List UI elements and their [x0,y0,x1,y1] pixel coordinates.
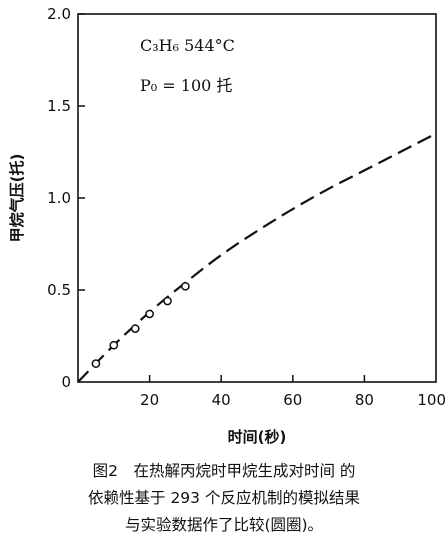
figure-caption: 图2 在热解丙烷时甲烷生成对时间 的 依赖性基于 293 个反应机制的模拟结果 … [0,458,448,539]
y-tick-label: 2.0 [47,5,71,23]
experimental-point [163,296,172,306]
caption-line-1: 图2 在热解丙烷时甲烷生成对时间 的 [92,462,356,480]
x-tick-label: 80 [355,391,374,409]
y-tick-label: 0 [61,373,71,391]
y-tick-label: 1.0 [47,189,71,207]
simulation-dashed-line [77,132,437,383]
experimental-point [109,340,119,350]
x-axis-title: 时间(秒) [228,428,287,446]
x-tick-label: 40 [212,391,231,409]
annotation-initial-pressure: P₀ = 100 托 [140,76,232,95]
experimental-points [91,281,190,368]
caption-line-2: 依赖性基于 293 个反应机制的模拟结果 [88,489,360,507]
y-tick-label: 0.5 [47,281,71,299]
x-tick-label: 100 [417,391,446,409]
caption-line-3: 与实验数据作了比较(圆圈)。 [124,516,324,534]
y-axis-title: 甲烷气压(托) [8,154,26,243]
experimental-point [181,281,190,291]
y-tick-label: 1.5 [47,97,71,115]
x-tick-label: 60 [283,391,302,409]
annotation-conditions: C₃H₆ 544°C [140,36,235,55]
experimental-point [91,359,101,368]
x-axis-ticks: 20 40 60 80 100 [140,375,446,409]
methane-pressure-chart: 0 0.5 1.0 1.5 2.0 20 40 60 80 100 C₃H₆ 544°C P₀ … [8,5,446,446]
experimental-point [130,324,140,333]
x-tick-label: 20 [140,391,159,409]
y-axis-ticks: 0 0.5 1.0 1.5 2.0 [47,5,85,391]
experimental-point [145,309,154,319]
